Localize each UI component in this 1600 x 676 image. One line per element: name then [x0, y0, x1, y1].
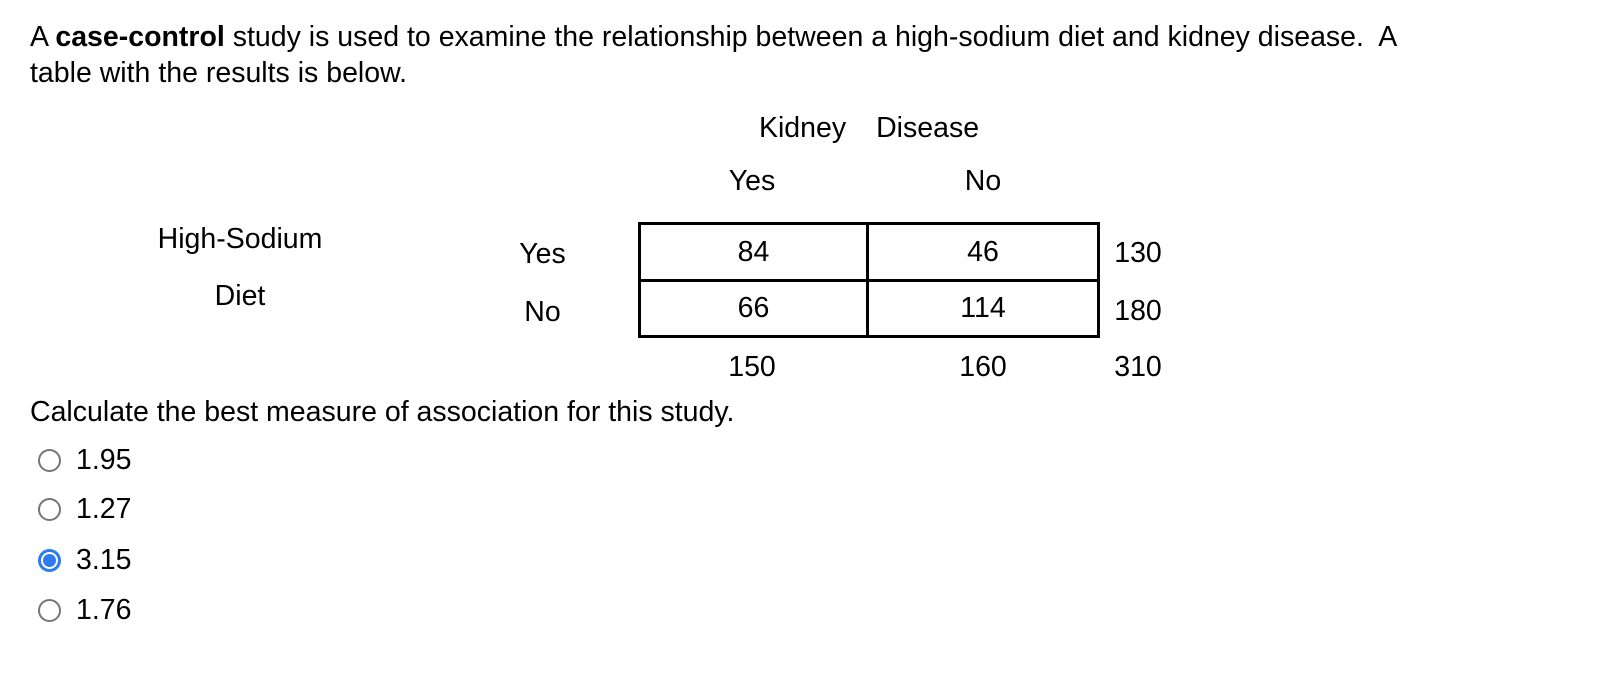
answer-option-label[interactable]: 3.15 — [76, 543, 132, 576]
column-header-no: No — [964, 165, 1002, 197]
row-total-no: 180 — [1114, 295, 1162, 327]
intro-text-line2: table with the results is below. — [30, 57, 408, 89]
radio-selected-icon[interactable] — [38, 548, 61, 572]
answer-option-1[interactable]: 1.95 — [38, 443, 132, 476]
contingency-table: 84 46 66 114 — [638, 222, 1100, 338]
grand-total: 310 — [1114, 351, 1162, 383]
radio-icon[interactable] — [38, 497, 61, 521]
radio-icon[interactable] — [38, 598, 61, 622]
intro-text-rest: study is used to examine the relationshi… — [224, 21, 1398, 53]
table-title: Kidney Disease — [638, 112, 1100, 145]
answer-option-3[interactable]: 3.15 — [38, 543, 132, 576]
column-total-yes: 150 — [728, 351, 776, 383]
row-group-label: High-Sodium Diet — [130, 223, 350, 312]
row-header-yes: Yes — [519, 238, 566, 270]
intro-text-bold: case-control — [55, 21, 225, 53]
answer-option-4[interactable]: 1.76 — [38, 593, 132, 626]
table-cell-no-no: 114 — [960, 292, 1006, 324]
column-header-yes: Yes — [728, 165, 776, 197]
answer-option-label[interactable]: 1.95 — [76, 443, 132, 476]
radio-icon[interactable] — [38, 448, 61, 472]
row-group-label-line1: High-Sodium — [157, 223, 323, 255]
answer-option-label[interactable]: 1.27 — [76, 492, 132, 525]
row-header-no: No — [524, 296, 561, 328]
table-title-word2: Disease — [876, 112, 980, 144]
column-total-no: 160 — [959, 351, 1007, 383]
question-intro: A case-control study is used to examine … — [30, 19, 1575, 91]
row-group-label-line2: Diet — [214, 280, 266, 312]
row-total-yes: 130 — [1114, 237, 1162, 269]
answer-option-label[interactable]: 1.76 — [76, 593, 132, 626]
table-cell-yes-yes: 84 — [641, 225, 869, 282]
table-cell-no-yes: 66 — [641, 282, 869, 335]
table-title-word1: Kidney — [758, 112, 847, 144]
answer-option-2[interactable]: 1.27 — [38, 492, 132, 525]
question-prompt: Calculate the best measure of associatio… — [30, 396, 735, 428]
table-cell-yes-no: 46 — [869, 225, 1097, 282]
intro-text-prefix: A — [30, 21, 56, 53]
